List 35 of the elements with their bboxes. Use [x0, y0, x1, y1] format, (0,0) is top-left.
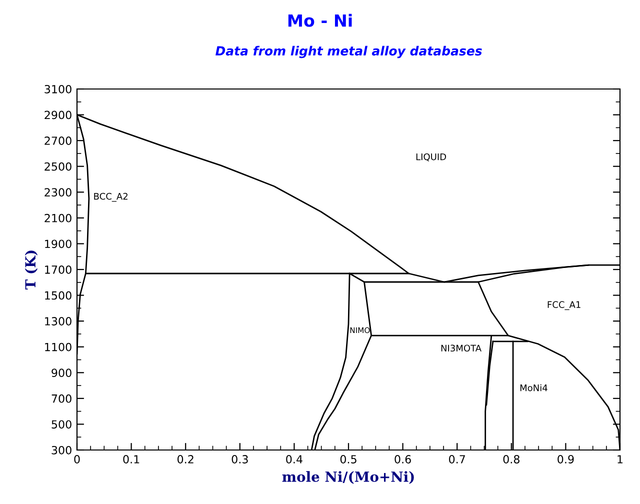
x-tick-label: 0 [74, 455, 80, 464]
y-tick-label: 2500 [44, 162, 72, 171]
y-tick-label: 2900 [44, 110, 72, 120]
y-tick-label: 300 [52, 446, 72, 454]
y-tick-label: 3100 [44, 84, 72, 94]
annotation: MoNi4 [520, 384, 548, 392]
chart-title: Mo - Ni [288, 14, 352, 27]
x-tick-label: 1 [618, 455, 623, 464]
y-tick-label: 2100 [44, 214, 72, 222]
y-tick-label: 2300 [44, 188, 72, 197]
annotation: NI3MOTA [441, 344, 482, 352]
x-tick-label: 0.6 [394, 455, 411, 464]
x-tick-label: 0.8 [503, 455, 520, 464]
x-tick-label: 0.9 [558, 455, 574, 464]
y-tick-label: 1300 [45, 317, 72, 326]
annotation: FCC_A1 [548, 301, 580, 310]
y-tick-label: 500 [52, 420, 72, 429]
x-tick-label: 0.1 [123, 455, 140, 464]
annotation: BCC_A2 [94, 192, 128, 202]
y-tick-label: 1900 [45, 240, 72, 248]
x-tick-label: 0.5 [340, 455, 356, 464]
annotation: LIQUID [416, 153, 446, 162]
y-tick-label: 700 [52, 394, 72, 403]
y-tick-label: 2700 [44, 136, 72, 145]
y-tick-label: 1500 [45, 291, 72, 300]
y-axis-title: T (K) [24, 250, 38, 290]
y-tick-label: 1700 [45, 265, 72, 274]
x-tick-label: 0.4 [286, 455, 302, 464]
y-tick-label: 900 [52, 368, 72, 378]
x-axis-title: mole Ni/(Mo+Ni) [282, 471, 414, 484]
chart-subtitle: Data from light metal alloy databases [216, 46, 482, 58]
y-tick-label: 1100 [45, 342, 72, 352]
x-tick-label: 0.3 [232, 455, 248, 464]
x-tick-label: 0.2 [178, 455, 194, 464]
x-tick-label: 0.7 [449, 455, 465, 464]
